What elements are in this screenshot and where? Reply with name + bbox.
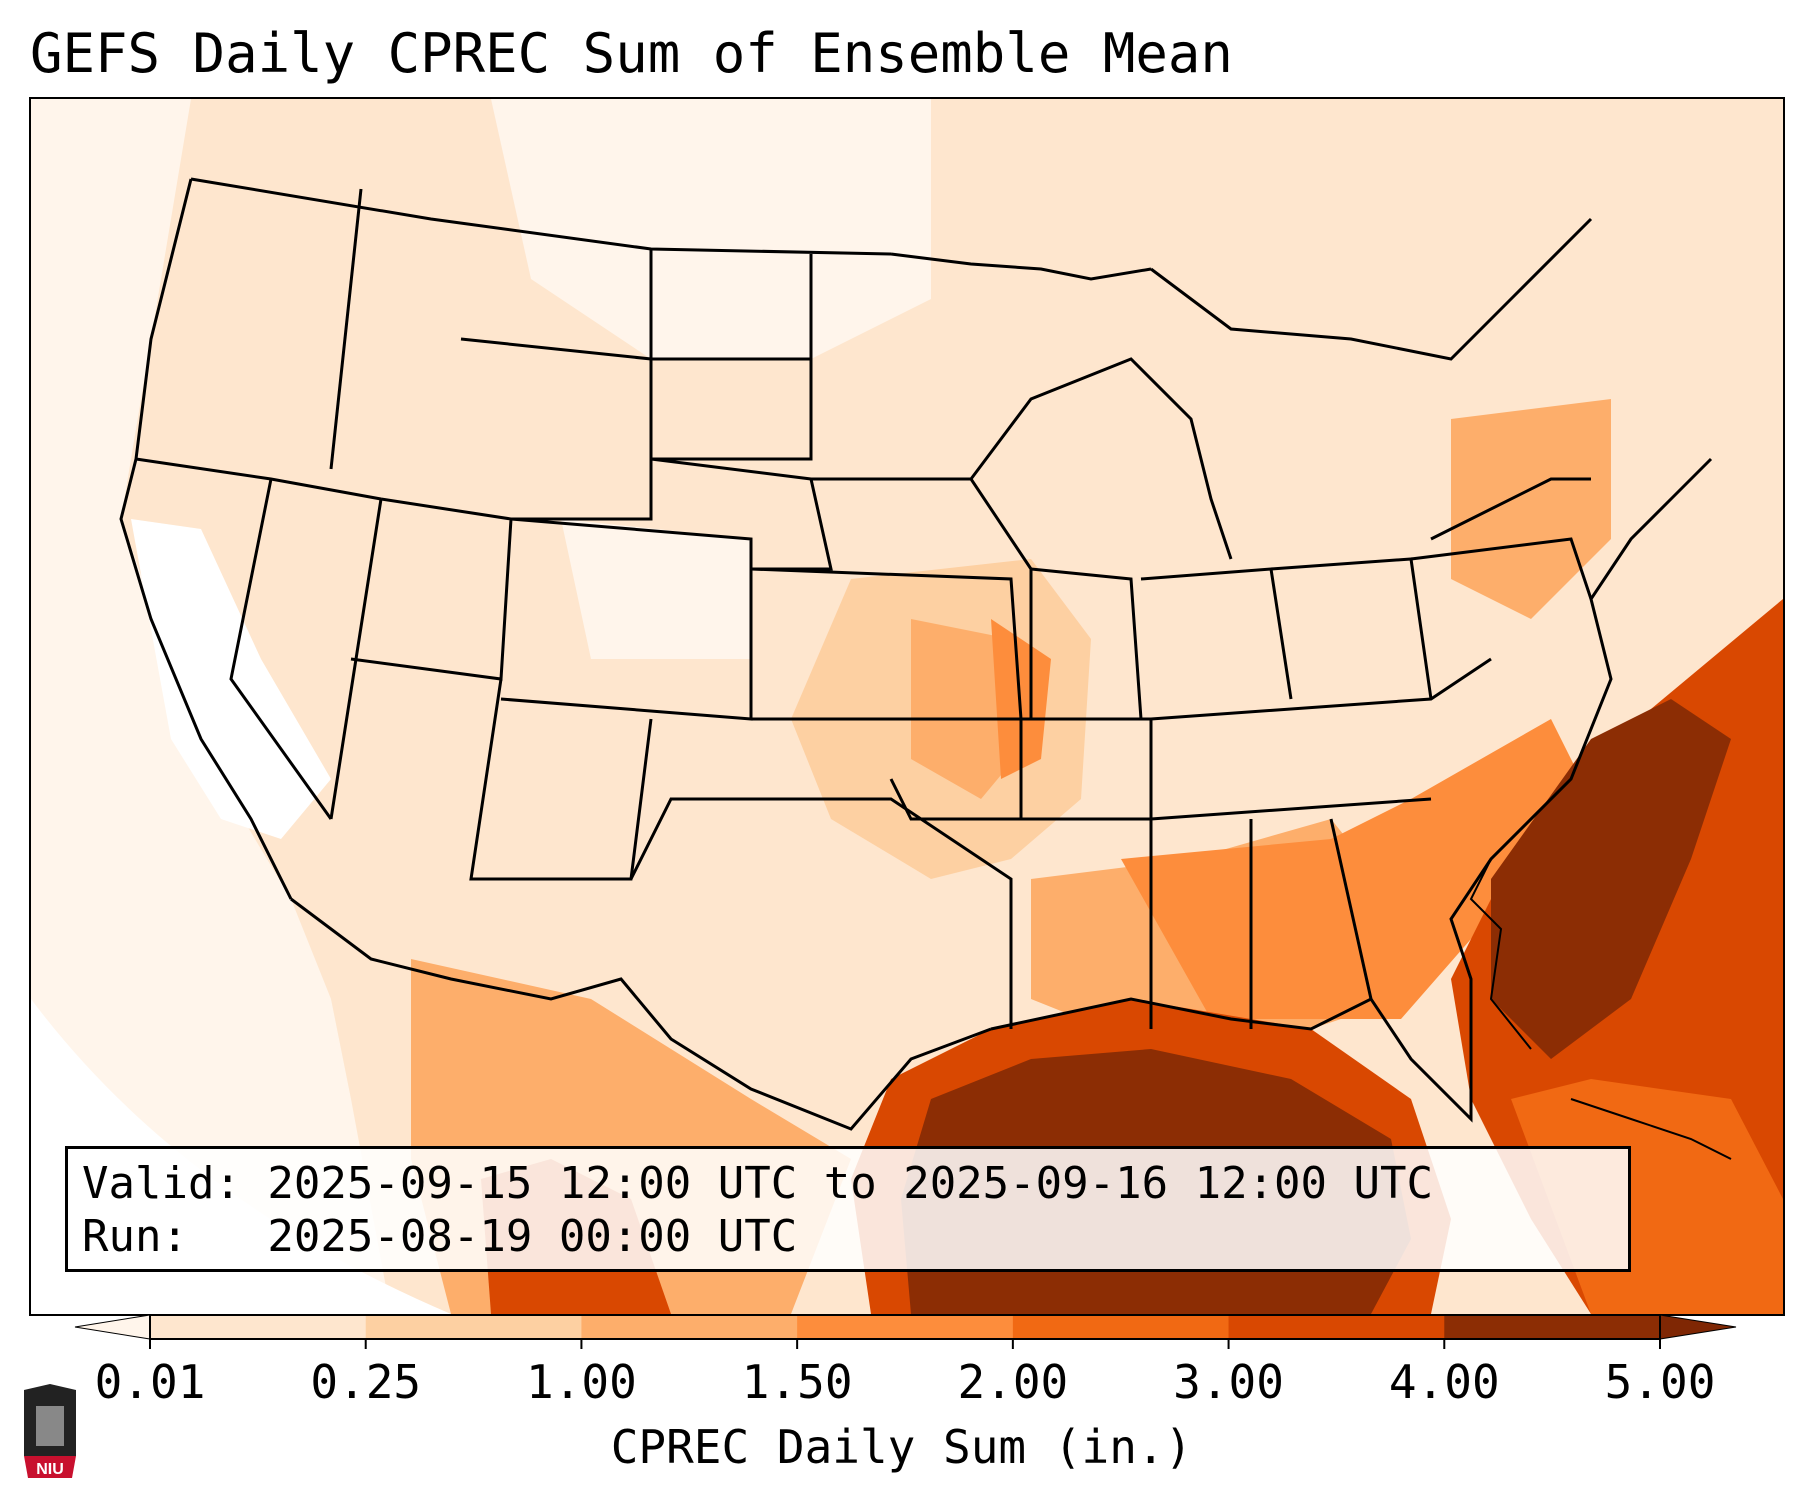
new-york-border [1430,477,1591,541]
wyoming-border [460,337,653,521]
colorbar-cell [1228,1315,1445,1339]
utah-border [350,497,513,681]
valid-time-line: Valid: 2025-09-15 12:00 UTC to 2025-09-1… [82,1158,1434,1209]
colorbar-cell [1012,1315,1230,1339]
nevada-border [229,478,333,820]
us-canada-border-east [1150,217,1593,361]
colorbar-outline [149,1314,1661,1340]
central-rockies-light [561,519,751,659]
florida-peninsula [1469,858,1532,1050]
nebraska-border [650,457,833,571]
colorbar-tick-label: 2.00 [957,1355,1069,1409]
colorbar-under-arrow [74,1314,151,1340]
run-time-line: Run: 2025-08-19 00:00 UTC [82,1211,798,1262]
colorado-border [500,517,753,721]
us-canada-border-west [190,177,892,256]
colorbar-tick-label: 3.00 [1173,1355,1284,1409]
new-mexico-border [469,678,653,881]
pacific-ocean [31,99,391,1314]
cuba-outline [1570,1098,1732,1160]
colorbar-tick-label: 4.00 [1388,1355,1500,1409]
northern-plains-light [491,99,931,359]
colorbar-tick-label: 0.25 [310,1355,422,1409]
georgia-border [1329,818,1373,1000]
gulf-atlantic-coastline [990,457,1713,1123]
northeast-moderate [1451,399,1611,619]
colorbar-tick-label: 5.00 [1604,1355,1716,1409]
idaho-border [329,188,363,470]
logo-window-icon [36,1406,64,1446]
boundary-lines [119,177,1713,1131]
tennessee-south-border [1150,797,1432,821]
us-mexico-border [290,897,992,1131]
great-lakes-shore [969,357,1233,560]
texas-border [629,797,1013,1029]
colorbar-cell [581,1315,798,1339]
us-canada-border-central [890,252,1152,281]
logo-banner [24,1456,76,1478]
colorbar-tick-label: 0.01 [94,1355,206,1409]
colorbar-cell [150,1315,367,1339]
pennsylvania-border [1410,537,1593,600]
colorbar-tick-label: 1.50 [741,1355,853,1409]
coast-detail [1469,858,1732,1160]
illinois-border [1030,567,1143,720]
niu-logo: NIU [24,1384,76,1478]
southeast-heavy-band [1121,719,1591,1019]
valid-run-box: Valid: 2025-09-15 12:00 UTC to 2025-09-1… [65,1146,1631,1272]
colorbar-tick-marks [149,1339,1661,1349]
colorbar-cell [365,1315,582,1339]
pacific-coastline [119,178,293,900]
colorbar-over-arrow [1659,1314,1737,1340]
atlantic-extreme [1491,699,1731,1059]
colorbar-tick-label: 1.00 [526,1355,637,1409]
colorbar-label: CPREC Daily Sum (in.) [610,1420,1193,1474]
arkansas-border [1021,717,1153,821]
colorbar-cell [1444,1315,1661,1339]
iowa-missouri-border [811,477,1033,719]
map-title: GEFS Daily CPREC Sum of Ensemble Mean [30,22,1233,85]
colorbar-cell [797,1315,1014,1339]
logo-text: NIU [36,1461,64,1478]
colorbar [74,1314,1737,1349]
colorbar-cells [150,1315,1661,1339]
